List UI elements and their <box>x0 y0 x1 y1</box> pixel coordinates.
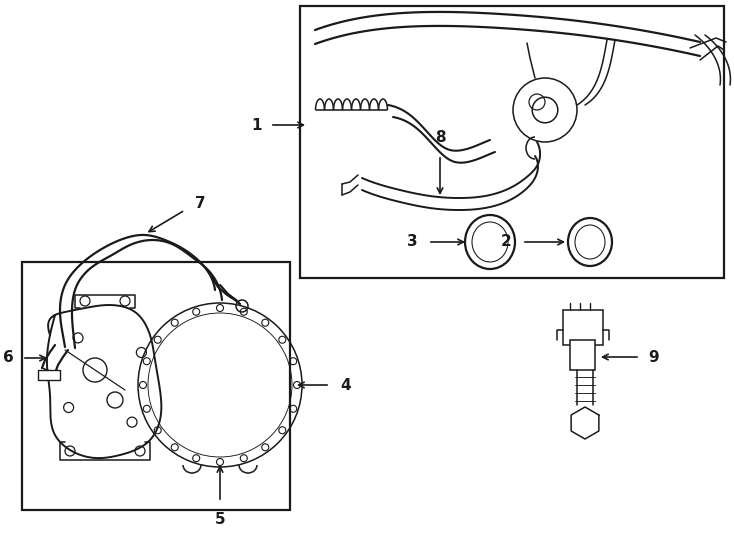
Text: 2: 2 <box>501 234 512 249</box>
Text: 7: 7 <box>195 197 206 212</box>
Bar <box>22 262 290 510</box>
Bar <box>563 310 603 345</box>
Bar <box>38 370 60 380</box>
Text: 6: 6 <box>3 350 14 366</box>
Text: 8: 8 <box>435 130 446 145</box>
Text: 5: 5 <box>214 512 225 527</box>
Bar <box>570 340 595 370</box>
Text: 9: 9 <box>648 349 658 364</box>
Text: 4: 4 <box>340 377 351 393</box>
Bar <box>300 6 724 278</box>
Text: 3: 3 <box>407 234 418 249</box>
Text: 1: 1 <box>252 118 262 132</box>
